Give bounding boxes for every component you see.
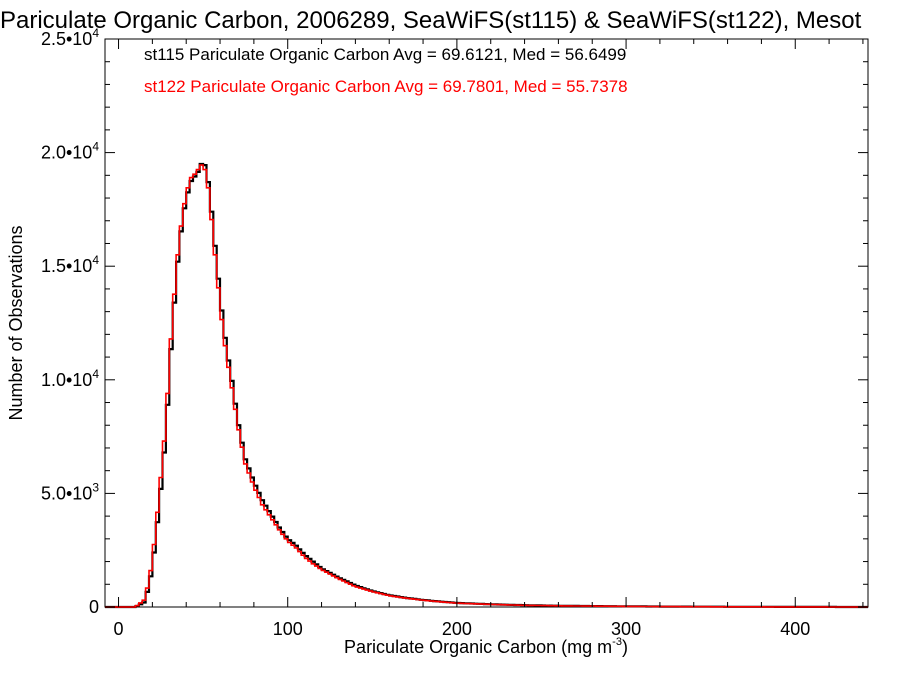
x-tick-label: 0	[114, 619, 124, 639]
y-tick-label: 1.5•104	[41, 253, 99, 276]
series-layer	[105, 162, 868, 609]
y-tick-label: 2.0•104	[41, 140, 99, 163]
plot-area: 0 100 200 300 400 0 5.0•103 1.0•104 1.5•104 2.0•1…	[41, 26, 869, 639]
series-line-st115	[105, 162, 868, 609]
plot-frame	[104, 38, 869, 608]
legend-entry-st122: st122 Pariculate Organic Carbon Avg = 69…	[144, 77, 628, 96]
x-tick-label: 200	[442, 619, 472, 639]
chart-title: Pariculate Organic Carbon, 2006289, SeaW…	[0, 7, 862, 34]
y-tick-label: 0	[89, 597, 99, 617]
x-tick-label: 400	[780, 619, 810, 639]
y-tick-label: 1.0•104	[41, 367, 99, 390]
y-axis-label: Number of Observations	[6, 225, 26, 420]
x-tick-label: 100	[273, 619, 303, 639]
y-tick-label: 2.5•104	[41, 26, 99, 49]
x-axis-label: Pariculate Organic Carbon (mg m-3)	[344, 636, 628, 657]
y-tick-label: 5.0•103	[41, 480, 99, 503]
legend-entry-st115: st115 Pariculate Organic Carbon Avg = 69…	[144, 45, 626, 64]
series-line-st122	[105, 164, 868, 608]
x-tick-label: 300	[611, 619, 641, 639]
tick-layer: 0 100 200 300 400 0 5.0•103 1.0•104 1.5•104 2.0•1…	[41, 26, 868, 639]
